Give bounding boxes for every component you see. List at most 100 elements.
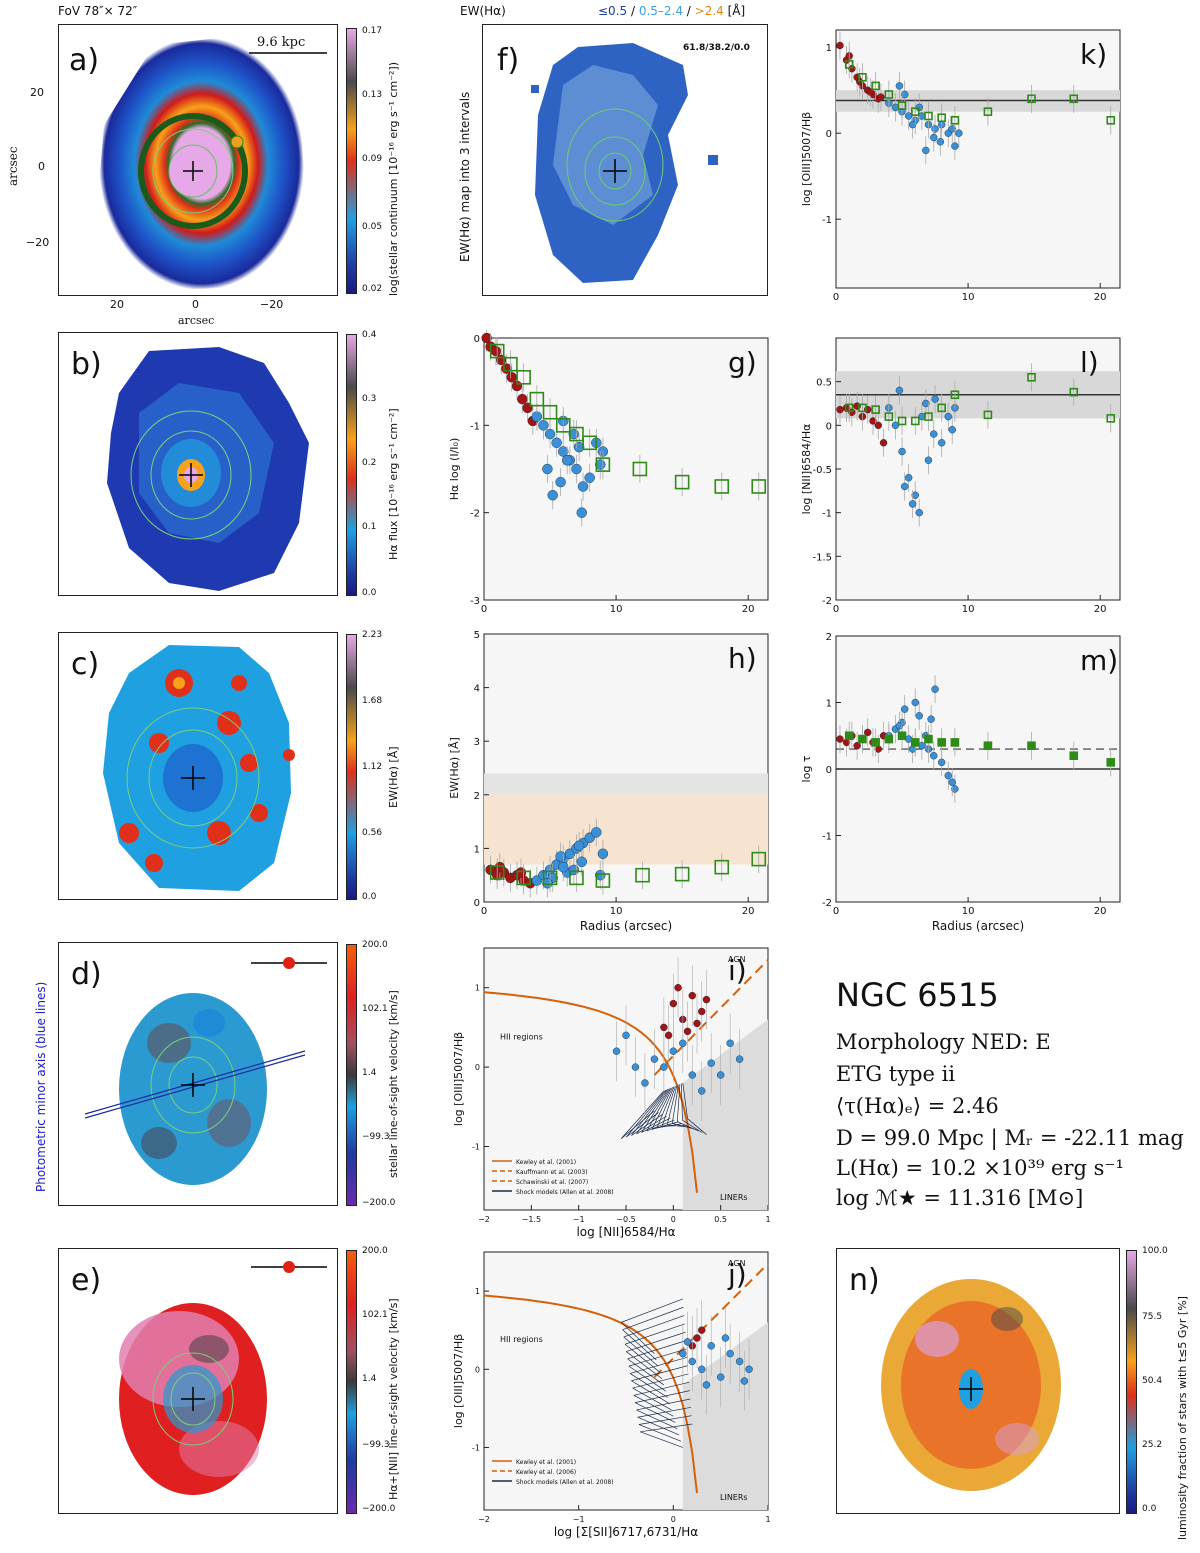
panel-e-colorbar xyxy=(346,1250,357,1514)
l-xtick-label-1: 10 xyxy=(962,604,975,615)
panel-a-ctick-5: 0.02 xyxy=(362,284,383,294)
g-binned-point-1 xyxy=(503,356,518,372)
i-outer-point-10 xyxy=(622,1031,630,1040)
j-ytick-label-0: 1 xyxy=(475,1287,480,1296)
i-xtick-label-0: −2 xyxy=(478,1215,490,1224)
h-ytick-label-5: 5 xyxy=(474,630,480,641)
panel-d-ctick-2: 102.1 xyxy=(362,1004,388,1014)
panel-a-ctick-4: 0.05 xyxy=(362,222,383,232)
panel-a-xtick-2: 0 xyxy=(192,298,199,311)
i-shock-grid-25 xyxy=(680,1083,683,1121)
m-binned-point-8 xyxy=(950,738,960,747)
h-outer-point-10 xyxy=(597,848,609,859)
i-shock-grid-11 xyxy=(646,1087,672,1132)
l-binned-point-9 xyxy=(983,410,993,420)
ew-title: EW(Hα) xyxy=(460,4,506,18)
j-outer-point-8 xyxy=(683,1338,692,1346)
i-outer-point-6 xyxy=(726,1039,734,1047)
k-ylabel: log [OIII]5007/Hβ xyxy=(800,112,813,206)
m-outer-point-12 xyxy=(915,712,923,720)
panel-a-ytick-3: −20 xyxy=(26,236,50,249)
panel-e-ctick-4: −99.3 xyxy=(362,1440,390,1450)
g-frame xyxy=(483,337,769,601)
g-binned-point-7 xyxy=(582,435,597,451)
g-ytick-label-0: 0 xyxy=(474,334,480,345)
j-shock-grid-4 xyxy=(623,1315,685,1338)
i-shock-grid-26 xyxy=(687,1118,707,1135)
h-outer-point-19 xyxy=(558,861,569,873)
i-shock-grid-0 xyxy=(621,1110,655,1139)
l-inner-point-8 xyxy=(879,439,888,447)
i-shock-grid-3 xyxy=(626,1090,666,1138)
j-xlabel: log [Σ[SII]6717,6731/Hα xyxy=(554,1525,698,1539)
l-inner-point-2 xyxy=(848,408,856,416)
j-shock-grid-10 xyxy=(627,1340,687,1360)
ew-intervals: ≤0.5 / 0.5–2.4 / >2.4 [Å] xyxy=(598,4,745,18)
h-xtick-label-0: 0 xyxy=(481,906,487,917)
g-outer-point-13 xyxy=(576,507,587,518)
l-binned-point-11 xyxy=(1069,387,1079,397)
g-xtick-label-1: 10 xyxy=(610,604,623,615)
panel-d-ctick-1: 200.0 xyxy=(362,940,388,950)
panel-d-colorbar xyxy=(346,944,357,1206)
j-shock-grid-2 xyxy=(622,1306,684,1330)
g-outer-point-2 xyxy=(544,428,556,440)
i-inner-point-3 xyxy=(688,991,696,1000)
m-outer-point-11 xyxy=(900,705,909,713)
i-outer-point-5 xyxy=(707,1059,715,1067)
g-binned-point-2 xyxy=(516,369,531,385)
j-xtick-label-0: −2 xyxy=(478,1515,490,1524)
l-outer-point-17 xyxy=(908,500,917,508)
m-ylabel: log τ xyxy=(800,755,813,782)
panel-n-ctick-1: 100.0 xyxy=(1142,1246,1168,1256)
j-outer-point-1 xyxy=(688,1357,696,1366)
m-label: m) xyxy=(1080,644,1118,677)
i-legend-label-1: Kauffmann et al. (2003) xyxy=(516,1169,588,1176)
m-binned-point-6 xyxy=(924,734,933,744)
j-shock-grid-17 xyxy=(631,1380,670,1404)
l-binned-point-7 xyxy=(937,403,946,413)
panel-b-cbar-label: Hα flux [10⁻¹⁶ erg s⁻¹ cm⁻²] xyxy=(387,408,400,560)
l-binned-point-5 xyxy=(910,416,920,426)
halpha-luminosity: L(Hα) = 10.2 ×10³⁹ erg s⁻¹ xyxy=(836,1156,1124,1180)
ew-unit: [Å] xyxy=(723,4,746,18)
i-label: i) xyxy=(728,954,747,987)
g-outer-point-11 xyxy=(547,489,558,501)
g-binned-point-6 xyxy=(569,426,584,442)
i-outer-point-3 xyxy=(669,1047,678,1055)
panel-a-xtick-3: −20 xyxy=(260,298,284,311)
h-outer-point-9 xyxy=(591,827,602,838)
i-outer-point-11 xyxy=(716,1071,725,1079)
j-region-liners: LINERs xyxy=(720,1493,748,1502)
j-ytick-label-1: 0 xyxy=(475,1365,480,1374)
panel-b-label: b) xyxy=(71,347,102,382)
i-shock-grid-15 xyxy=(656,1086,675,1128)
l-binned-point-12 xyxy=(1106,414,1116,423)
i-shock-grid-1 xyxy=(621,1090,665,1139)
g-outer-point-4 xyxy=(558,446,569,457)
h-band-0 xyxy=(484,773,768,795)
g-ytick-label-2: -2 xyxy=(470,509,480,520)
j-shock-grid-13 xyxy=(628,1365,666,1392)
panel-a-ctick-3: 0.09 xyxy=(362,154,383,164)
k-binned-point-7 xyxy=(937,113,946,123)
h-binned-point-5 xyxy=(635,867,650,883)
g-binned-point-12 xyxy=(751,479,767,494)
k-binned-point-10 xyxy=(1027,94,1036,104)
panel-e-cbar-label: Hα+[NII] line-of-sight velocity [km/s] xyxy=(387,1298,400,1500)
k-binned-point-11 xyxy=(1069,94,1079,104)
stellar-velocity-map xyxy=(84,957,327,1185)
m-inner-point-0 xyxy=(836,735,844,743)
panel-d-label: d) xyxy=(71,957,102,992)
k-outer-point-13 xyxy=(930,133,938,142)
panel-b: b) xyxy=(58,332,338,596)
panel-c-ctick-3: 1.12 xyxy=(362,762,383,772)
l-ytick-label-1: 0 xyxy=(826,421,832,432)
m-inner-point-5 xyxy=(864,728,872,737)
l-ylabel: log [NII]6584/Hα xyxy=(800,424,813,515)
ew-sep2: / xyxy=(682,4,695,18)
i-legend-label-2: Schawinski et al. (2007) xyxy=(516,1179,588,1186)
l-outer-point-8 xyxy=(937,439,946,447)
g-inner-point-0 xyxy=(481,332,492,344)
